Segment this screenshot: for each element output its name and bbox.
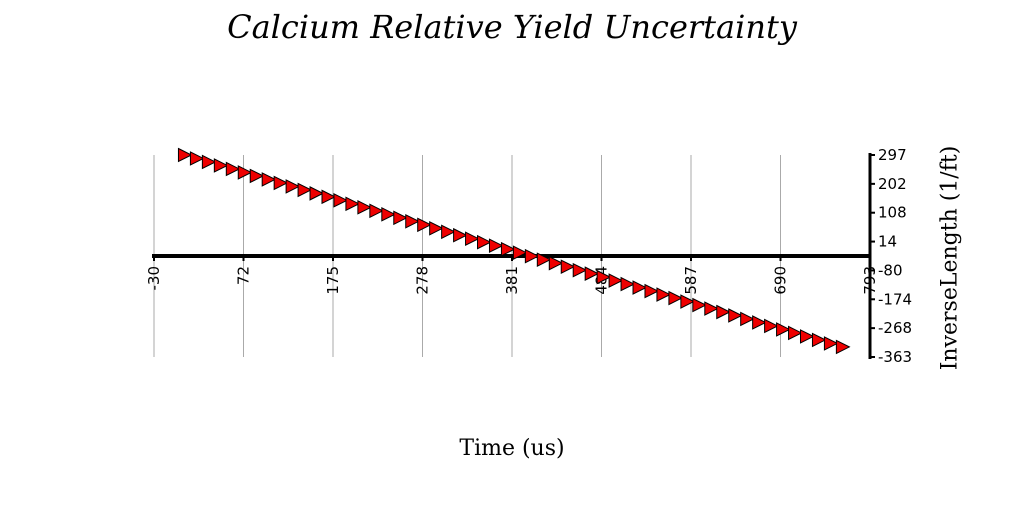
data-point (584, 266, 600, 281)
data-point (572, 262, 588, 278)
data-point (201, 154, 217, 170)
data-point (417, 217, 432, 233)
data-point (704, 301, 719, 316)
data-point (608, 273, 624, 288)
data-point (632, 280, 648, 295)
data-point (811, 332, 827, 348)
data-point (500, 241, 516, 257)
data-point (393, 210, 408, 226)
x-tick-label: 381 (503, 266, 521, 295)
data-point (835, 339, 851, 355)
x-axis-label: Time (us) (459, 436, 565, 461)
data-point (524, 248, 540, 264)
data-point (333, 193, 349, 208)
data-point (189, 151, 205, 166)
data-point (213, 158, 229, 173)
data-point (752, 315, 767, 330)
data-point (453, 227, 468, 243)
data-point (285, 179, 301, 194)
data-point (548, 255, 564, 271)
y-tick-label: 202 (878, 175, 907, 193)
data-point (560, 259, 576, 274)
data-point (237, 165, 253, 180)
data-point (477, 234, 492, 250)
data-point (692, 297, 707, 313)
data-point (429, 220, 444, 236)
x-tick-label: 690 (772, 266, 790, 295)
y-tick-label: -174 (878, 290, 912, 308)
data-point (716, 304, 731, 320)
data-point (297, 182, 313, 198)
data-point (668, 290, 684, 306)
x-tick-label: 587 (682, 266, 700, 295)
data-point (680, 294, 695, 309)
y-tick-label: -80 (878, 261, 903, 279)
data-point (249, 168, 265, 184)
x-tick-label: 278 (414, 266, 432, 295)
data-point (369, 203, 384, 219)
y-tick-label: -363 (878, 348, 912, 366)
data-point (776, 322, 791, 337)
data-point (381, 207, 396, 222)
x-tick-label: -30 (145, 266, 163, 291)
data-point (740, 311, 755, 327)
data-point (788, 325, 803, 341)
x-tick-label: 175 (324, 266, 342, 295)
data-point (321, 189, 337, 205)
data-point (309, 186, 325, 201)
data-point (465, 231, 480, 247)
data-point (764, 318, 779, 334)
data-point (177, 147, 193, 163)
chart-title: Calcium Relative Yield Uncertainty (227, 8, 797, 46)
data-point (644, 283, 660, 299)
y-tick-label: 297 (878, 146, 907, 164)
y-tick-label: 108 (878, 204, 907, 222)
x-tick-label: 72 (235, 266, 253, 285)
data-point (728, 308, 743, 323)
data-point (345, 196, 361, 212)
data-point (620, 276, 636, 292)
y-axis-label: InverseLength (1/ft) (937, 145, 963, 371)
data-point (225, 161, 241, 177)
data-point (823, 336, 839, 351)
data-point (357, 200, 373, 215)
data-point (799, 329, 815, 344)
data-point (536, 252, 552, 267)
y-tick-label: 14 (878, 233, 897, 251)
data-point (488, 238, 504, 254)
data-point (405, 213, 420, 229)
data-point (261, 172, 277, 187)
data-point (512, 245, 528, 261)
data-point (273, 175, 289, 191)
data-point (596, 269, 612, 285)
y-tick-label: -268 (878, 319, 912, 337)
data-point (656, 287, 672, 302)
data-point (441, 224, 456, 240)
